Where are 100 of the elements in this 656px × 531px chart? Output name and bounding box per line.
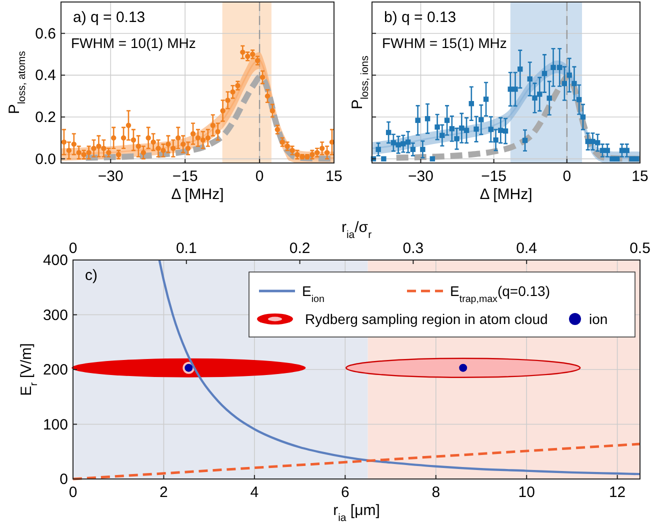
point [624, 148, 630, 154]
point [61, 139, 67, 145]
point [424, 116, 430, 122]
point [537, 92, 542, 97]
point [396, 142, 401, 148]
point [225, 98, 230, 103]
point [81, 152, 86, 158]
x-tick-label: 8 [432, 484, 440, 501]
annotation: FWHM = 10(1) MHz [71, 35, 196, 51]
point [527, 76, 532, 82]
point [454, 136, 460, 142]
point [557, 64, 562, 70]
point [483, 96, 489, 102]
point [604, 148, 610, 154]
x-tick-label: −15 [172, 168, 198, 185]
y-tick-label: 400 [42, 252, 68, 269]
point [250, 52, 256, 57]
point [136, 144, 142, 149]
point [260, 74, 266, 80]
legend-label: ion [589, 311, 608, 327]
point [76, 150, 82, 156]
point [572, 80, 577, 86]
point [166, 142, 171, 147]
x2-tick-label: 0.5 [630, 240, 650, 257]
point [546, 96, 552, 101]
point [140, 150, 146, 156]
point [410, 146, 416, 152]
point [449, 126, 455, 132]
legend-label: E$_{ion}$ [302, 283, 324, 304]
text: c) [85, 267, 98, 284]
point [376, 146, 381, 152]
point [610, 156, 615, 162]
point [532, 95, 538, 101]
point [459, 125, 464, 131]
point [629, 156, 634, 162]
point [464, 128, 470, 133]
point [434, 124, 440, 130]
point [319, 146, 325, 151]
point [101, 146, 106, 151]
point [66, 148, 72, 154]
x-tick-label: 0 [255, 168, 264, 185]
x-axis-title: Δ [MHz] [171, 186, 224, 203]
y-tick-label: 300 [42, 306, 68, 324]
x2-tick-label: 0.4 [516, 240, 538, 257]
x2-tick-label: 0.1 [176, 240, 197, 257]
point [493, 137, 498, 143]
x-tick-label: 2 [160, 484, 168, 501]
point [576, 97, 582, 102]
x2-tick-label: 0.3 [402, 240, 424, 257]
point [488, 126, 494, 132]
point [116, 152, 122, 158]
point [498, 128, 504, 133]
point [502, 128, 508, 134]
annotation: Rydberg sampling region in atom cloud [305, 311, 548, 327]
point [245, 54, 250, 59]
point [600, 148, 606, 154]
point [324, 150, 330, 156]
point [180, 142, 186, 147]
point [185, 146, 191, 151]
y-tick-label: 0.0 [35, 150, 56, 168]
point [284, 144, 290, 149]
line-series [158, 258, 642, 476]
point [195, 135, 201, 141]
x-tick-label: 6 [340, 484, 350, 501]
point [386, 130, 392, 136]
y-tick-label: 200 [42, 362, 68, 378]
point [86, 150, 92, 156]
point [390, 140, 396, 146]
point [566, 72, 572, 78]
x-tick-label: 4 [250, 484, 259, 501]
point [210, 122, 216, 128]
x-tick-label: 15 [632, 168, 648, 185]
point [150, 139, 156, 145]
point [580, 114, 586, 120]
point [522, 138, 528, 144]
point [270, 108, 276, 114]
point [126, 122, 132, 128]
x-tick-label: 12 [608, 484, 626, 501]
point [294, 152, 300, 158]
point [474, 126, 479, 132]
point [562, 80, 568, 86]
point [550, 64, 556, 70]
point [235, 83, 240, 88]
point [614, 156, 620, 162]
point [310, 152, 315, 158]
x-axis-title: r$_{ia}$ [μm] [333, 502, 380, 524]
x-axis-title: Δ [MHz] [480, 186, 532, 203]
point [200, 137, 206, 143]
x2-axis-title: r$_{ia}$/σ$_{r}$ [341, 219, 372, 241]
point [634, 156, 640, 162]
point [120, 135, 126, 141]
annotation: FWHM = 15(1) MHz [382, 35, 507, 51]
x-tick-label: −15 [481, 168, 507, 185]
y-tick-label: 0 [60, 471, 68, 488]
x-tick-label: 0 [562, 168, 572, 185]
point [146, 135, 151, 141]
point [111, 135, 116, 141]
y-tick-label: 100 [42, 416, 68, 434]
point [71, 142, 77, 147]
point [508, 86, 513, 92]
